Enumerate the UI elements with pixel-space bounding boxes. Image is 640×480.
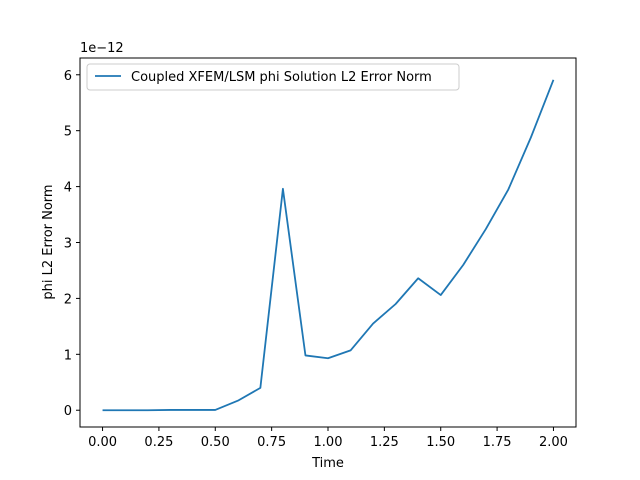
data-point xyxy=(440,294,442,296)
legend: Coupled XFEM/LSM phi Solution L2 Error N… xyxy=(86,63,460,91)
x-tick-label: 0.50 xyxy=(201,435,230,450)
data-point xyxy=(485,228,487,230)
y-tick-label: 6 xyxy=(64,69,72,84)
y-tick-label: 5 xyxy=(64,125,72,140)
x-tick-label: 1.50 xyxy=(426,435,455,450)
series-layer xyxy=(102,79,555,412)
data-point xyxy=(530,136,532,138)
x-axis-ticks: 0.00 0.25 0.50 0.75 1.00 1.25 1.50 1.75 2.00 xyxy=(88,427,568,450)
y-offset-label: 1e−12 xyxy=(80,41,124,56)
data-point xyxy=(102,409,104,411)
y-axis-ticks: 0 1 2 3 4 5 6 xyxy=(64,69,80,419)
x-tick-label: 0.25 xyxy=(144,435,173,450)
y-axis-label: phi L2 Error Norm xyxy=(41,184,56,299)
data-point xyxy=(169,409,171,411)
data-point xyxy=(395,303,397,305)
data-point xyxy=(305,355,307,357)
data-point xyxy=(214,409,216,411)
series-line xyxy=(102,79,555,412)
data-point xyxy=(350,350,352,352)
data-point xyxy=(259,387,261,389)
data-point xyxy=(507,188,509,190)
data-point xyxy=(462,264,464,266)
x-axis-label: Time xyxy=(311,456,344,471)
y-tick-label: 3 xyxy=(64,237,72,252)
data-point xyxy=(282,188,284,190)
x-tick-label: 0.00 xyxy=(88,435,117,450)
data-point xyxy=(237,400,239,402)
data-point xyxy=(327,357,329,359)
data-point xyxy=(417,277,419,279)
x-tick-label: 0.75 xyxy=(257,435,286,450)
y-tick-label: 4 xyxy=(64,181,72,196)
data-point xyxy=(147,409,149,411)
x-tick-label: 2.00 xyxy=(539,435,568,450)
x-tick-label: 1.75 xyxy=(483,435,512,450)
data-point xyxy=(192,409,194,411)
x-tick-label: 1.25 xyxy=(370,435,399,450)
data-point xyxy=(553,79,555,81)
legend-box xyxy=(86,63,460,91)
y-tick-label: 2 xyxy=(64,292,72,307)
y-tick-label: 0 xyxy=(64,404,72,419)
data-point xyxy=(372,323,374,325)
y-tick-label: 1 xyxy=(64,348,72,363)
x-tick-label: 1.00 xyxy=(314,435,343,450)
legend-label: Coupled XFEM/LSM phi Solution L2 Error N… xyxy=(131,70,432,85)
data-point xyxy=(124,409,126,411)
